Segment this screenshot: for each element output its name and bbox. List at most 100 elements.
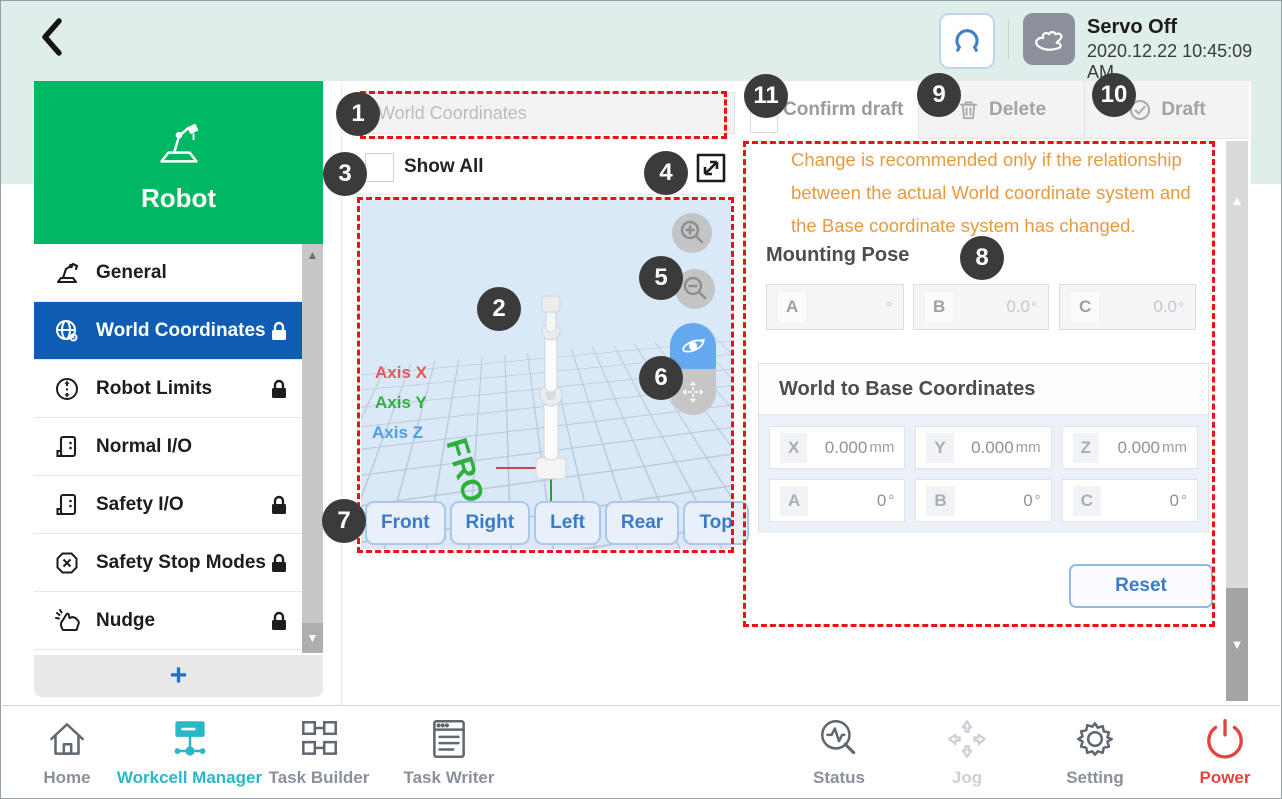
servo-state-indicator (1023, 13, 1075, 65)
field-label: Y (926, 432, 954, 463)
scroll-up-icon[interactable]: ▲ (306, 248, 319, 262)
bottom-nav: Home Workcell Manager (2, 705, 1281, 798)
detail-tabs: Confirm draft Delete Draft (746, 81, 1249, 139)
view-rear-button[interactable]: Rear (604, 501, 680, 545)
nav-home[interactable]: Home (2, 712, 132, 788)
add-workcell-item-button[interactable]: + (34, 655, 323, 697)
rotate-mode-button[interactable] (670, 323, 716, 369)
topbar-divider (1008, 19, 1009, 59)
field-label: Z (1072, 432, 1100, 463)
field-unit: ° (1180, 492, 1187, 509)
trash-icon (959, 100, 978, 119)
field-value: 0 (876, 490, 887, 510)
normal-io-icon (54, 434, 84, 460)
expand-viewer-button[interactable] (690, 147, 732, 189)
setting-icon (1072, 712, 1118, 766)
axis-z-label: Axis Z (372, 423, 424, 442)
coord-field-y[interactable]: Y 0.000 mm (915, 426, 1052, 469)
general-icon (54, 260, 84, 286)
sidebar-item-nudge[interactable]: Nudge (34, 592, 302, 650)
sidebar-scrollbar[interactable]: ▲ ▼ (302, 244, 323, 653)
nav-label: Status (813, 768, 865, 787)
view-right-button[interactable]: Right (449, 501, 531, 545)
field-value: 0 (1023, 490, 1033, 510)
nav-power[interactable]: Power (1160, 712, 1281, 788)
status-icon (816, 712, 862, 766)
nav-jog[interactable]: Jog (902, 712, 1032, 788)
back-button[interactable] (31, 13, 75, 61)
sidebar-item-normal-io[interactable]: Normal I/O (34, 418, 302, 476)
coord-field-c[interactable]: C 0 ° (1061, 479, 1198, 522)
field-unit: ° (888, 492, 895, 509)
lock-icon (268, 552, 290, 574)
zoom-in-button[interactable] (672, 213, 712, 253)
field-value: 0.000 (824, 437, 868, 457)
nav-task-writer[interactable]: Task Writer (384, 712, 514, 788)
safety-stop-modes-icon (54, 550, 84, 576)
sidebar-item-safety-io[interactable]: Safety I/O (34, 476, 302, 534)
show-all-checkbox[interactable] (365, 153, 394, 182)
check-circle-icon (1130, 99, 1151, 120)
sidebar-item-label: Safety Stop Modes (96, 551, 266, 573)
sidebar-item-general[interactable]: General (34, 244, 302, 302)
view-buttons: Front Right Left Rear Top (365, 501, 750, 545)
annotation-badge-5: 5 (639, 256, 683, 300)
sidebar-item-label: Normal I/O (96, 435, 193, 457)
view-front-button[interactable]: Front (365, 501, 446, 545)
world-coordinates-icon (54, 318, 84, 344)
lock-icon (268, 494, 290, 516)
scroll-down-icon[interactable]: ▼ (302, 623, 323, 653)
viewer-panel: Show All FRONT (341, 83, 750, 705)
nav-workcell-manager[interactable]: Workcell Manager (112, 712, 267, 788)
detail-panel: Confirm draft Delete Draft Change is rec… (746, 81, 1249, 705)
expand-icon (696, 153, 726, 183)
lock-icon (268, 378, 290, 400)
field-value: 0.0 (1006, 297, 1030, 316)
mounting-pose-title: Mounting Pose (766, 244, 910, 266)
delete-label: Delete (988, 98, 1047, 120)
sidebar-item-robot-limits[interactable]: Robot Limits (34, 360, 302, 418)
coord-field-a[interactable]: A 0 ° (769, 479, 906, 522)
show-all-row: Show All (342, 147, 742, 195)
servo-status-text: Servo Off (1087, 16, 1178, 38)
robot-arm-icon (159, 123, 198, 163)
view-left-button[interactable]: Left (534, 501, 601, 545)
gripper-icon (955, 29, 979, 52)
coord-field-z[interactable]: Z 0.000 mm (1061, 426, 1198, 469)
world-to-base-card: World to Base Coordinates X 0.000 mm Y 0… (758, 363, 1209, 533)
sidebar-item-label: General (96, 261, 167, 283)
field-unit: mm (1015, 439, 1041, 456)
coord-field-x[interactable]: X 0.000 mm (769, 426, 906, 469)
coord-field-b[interactable]: B 0 ° (915, 479, 1052, 522)
field-label: C (1072, 485, 1101, 516)
sidebar-header-robot[interactable]: Robot (34, 81, 323, 244)
annotation-badge-11: 11 (744, 74, 788, 118)
view-top-button[interactable]: Top (683, 501, 750, 545)
scroll-up-icon[interactable]: ▲ (1230, 193, 1244, 208)
robot-mode-button[interactable] (939, 13, 995, 69)
nav-setting[interactable]: Setting (1030, 712, 1160, 788)
scrollbar-thumb[interactable]: ▼ (1226, 588, 1248, 701)
nav-label: Task Builder (268, 768, 370, 787)
mounting-pose-field-c: C 0.0 ° (1059, 284, 1196, 330)
world-to-base-title: World to Base Coordinates (759, 364, 1208, 415)
sidebar-item-world-coordinates[interactable]: World Coordinates (34, 302, 302, 360)
mounting-pose-field-a: A ° (766, 284, 904, 330)
field-unit: ° (1034, 492, 1041, 509)
workcell-manager-icon (167, 712, 213, 766)
sidebar-header-label: Robot (140, 183, 217, 213)
nav-status[interactable]: Status (774, 712, 904, 788)
nav-task-builder[interactable]: Task Builder (254, 712, 384, 788)
reset-button[interactable]: Reset (1069, 564, 1213, 608)
nav-label: Task Writer (403, 768, 495, 787)
rotate-icon (682, 338, 705, 353)
pan-icon (682, 381, 704, 403)
annotation-badge-6: 6 (639, 356, 683, 400)
sidebar-item-safety-stop-modes[interactable]: Safety Stop Modes (34, 534, 302, 592)
task-writer-icon (426, 712, 472, 766)
coordinate-name-input[interactable] (365, 92, 735, 134)
detail-scrollbar[interactable]: ▲ ▼ (1226, 141, 1248, 701)
warning-text: Change is recommended only if the relati… (791, 149, 1191, 236)
chevron-left-icon (42, 18, 62, 56)
